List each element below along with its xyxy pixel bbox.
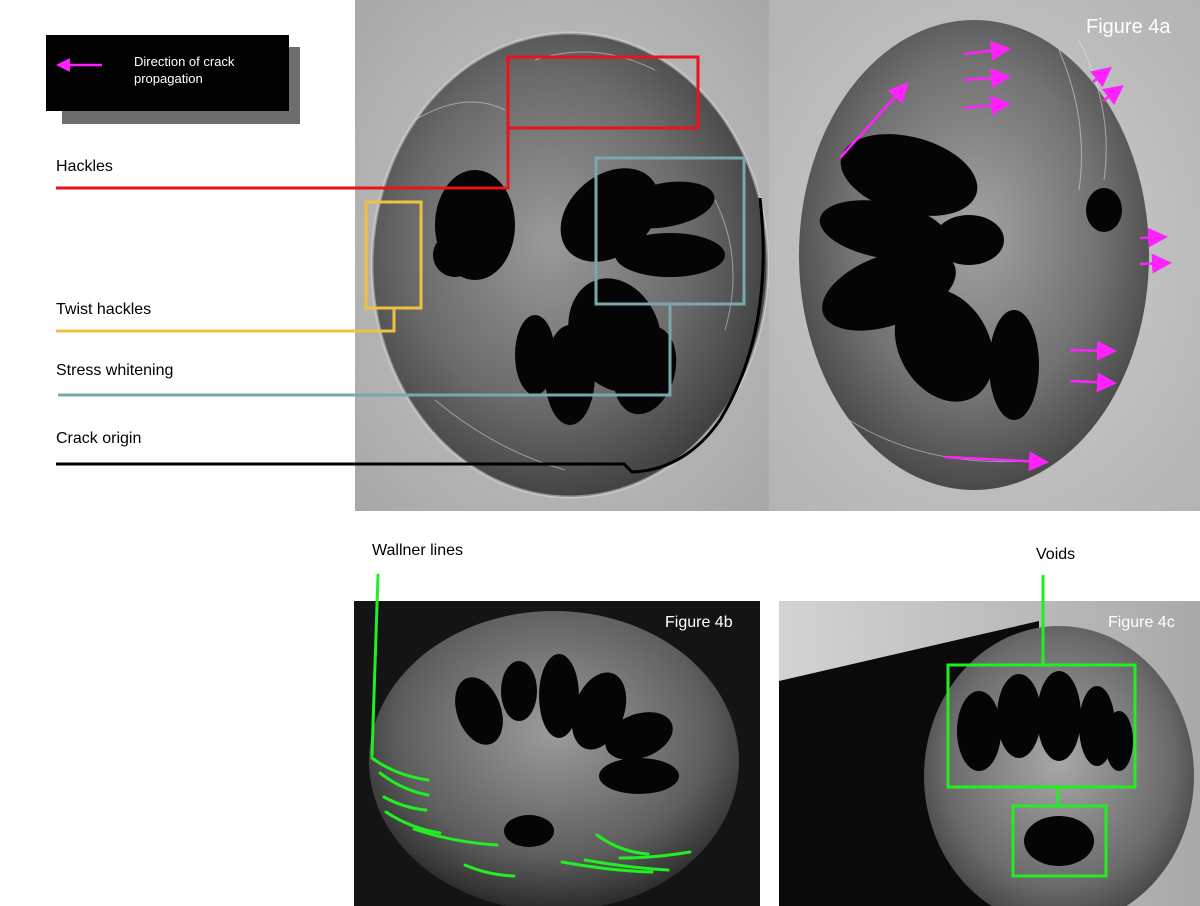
crack-origin-annotation bbox=[56, 197, 765, 474]
figure-4a-label: Figure 4a bbox=[1086, 16, 1171, 38]
label-wallner-lines: Wallner lines bbox=[372, 542, 463, 559]
figure-4a-right-photo bbox=[769, 0, 1200, 511]
figure-4b-photo bbox=[354, 601, 760, 906]
label-twist-hackles: Twist hackles bbox=[56, 301, 152, 318]
legend-box: Direction of crack propagation bbox=[46, 35, 289, 111]
figure-4a-left-photo bbox=[355, 0, 769, 511]
label-stress-whitening: Stress whitening bbox=[56, 362, 174, 379]
hackles-annotation bbox=[56, 55, 700, 190]
figure-4b-label: Figure 4b bbox=[665, 614, 733, 631]
stress-whitening-annotation bbox=[58, 156, 746, 397]
label-crack-origin: Crack origin bbox=[56, 430, 142, 447]
legend-text: Direction of crack propagation bbox=[134, 54, 235, 86]
label-voids: Voids bbox=[1036, 546, 1076, 563]
figure-4c-photo bbox=[779, 601, 1200, 906]
voids-annotation bbox=[946, 575, 1137, 878]
crack-propagation-arrows bbox=[839, 40, 1172, 472]
figure-4c-label: Figure 4c bbox=[1108, 614, 1175, 631]
wallner-lines-annotation bbox=[370, 573, 692, 878]
twist-hackles-annotation bbox=[56, 200, 423, 333]
label-hackles: Hackles bbox=[56, 158, 113, 175]
magenta-arrow-icon bbox=[56, 58, 102, 72]
